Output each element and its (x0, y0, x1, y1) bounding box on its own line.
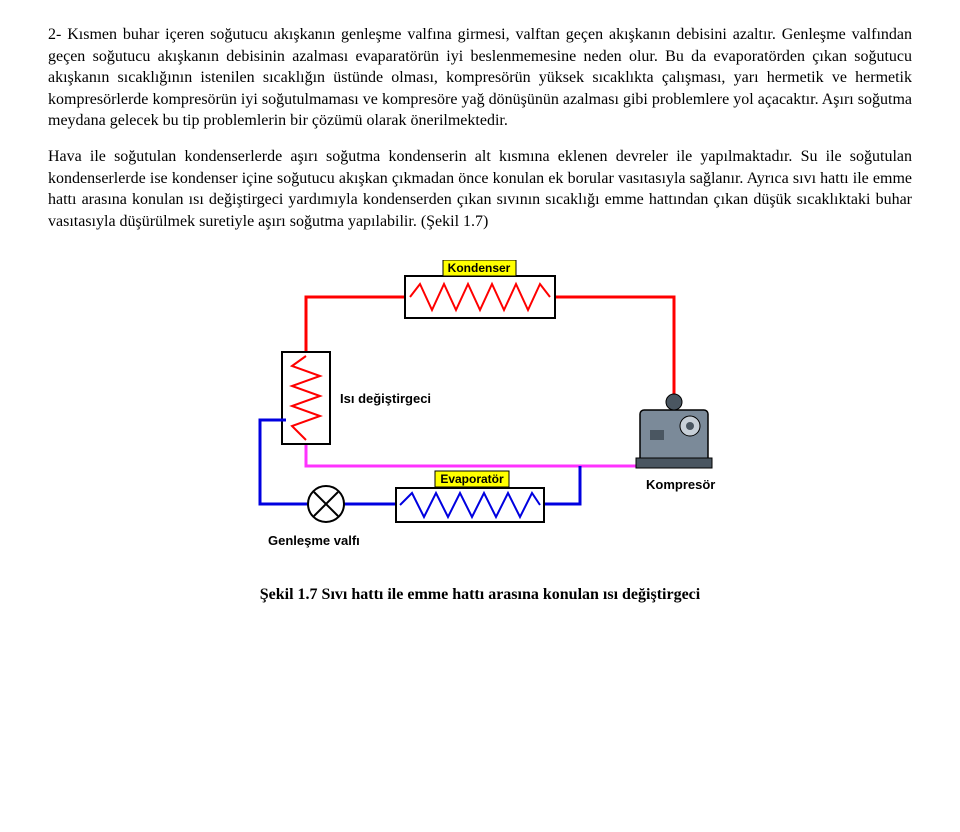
evaporator-box (396, 488, 544, 522)
svg-text:Evaporatör: Evaporatör (440, 472, 504, 486)
label-kompresor: Kompresör (646, 476, 715, 494)
label-isi-degistirgeci: Isı değiştirgeci (340, 390, 431, 408)
refrigeration-diagram: Kondenser Evaporatör Isı değiştirgeci Ko… (220, 260, 740, 570)
paragraph-1: 2- Kısmen buhar içeren soğutucu akışkanı… (48, 24, 912, 132)
compressor (636, 394, 712, 468)
expansion-valve (308, 486, 344, 522)
figure-caption: Şekil 1.7 Sıvı hattı ile emme hattı aras… (48, 584, 912, 606)
paragraph-2: Hava ile soğutulan kondenserlerde aşırı … (48, 146, 912, 232)
svg-text:Kondenser: Kondenser (448, 261, 511, 275)
heat-exchanger (282, 352, 330, 444)
diagram-svg: Kondenser Evaporatör (220, 260, 740, 570)
kondenser-box (405, 276, 555, 318)
figure-1-7: Kondenser Evaporatör Isı değiştirgeci Ko… (48, 260, 912, 570)
cold-line (306, 438, 656, 466)
label-genlesme-valfi: Genleşme valfı (268, 532, 360, 550)
